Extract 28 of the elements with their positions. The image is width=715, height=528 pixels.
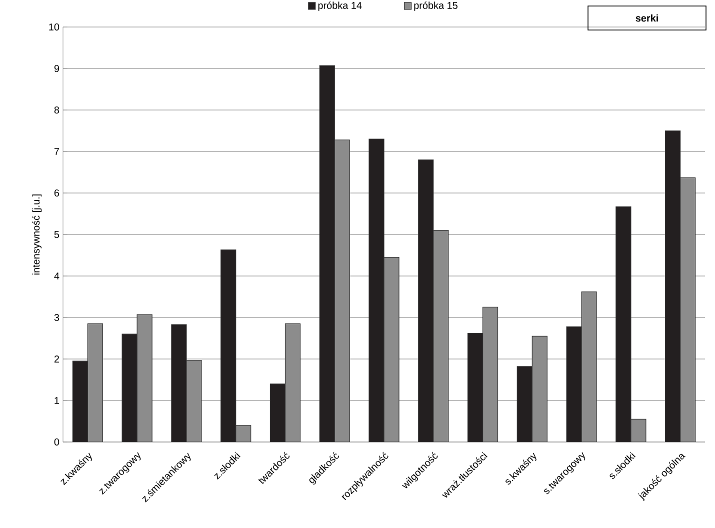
y-axis-title: intensywność [j.u.] <box>32 194 42 275</box>
bar <box>467 332 484 442</box>
y-tick-label: 5 <box>54 231 60 238</box>
bar <box>220 250 236 442</box>
chart-title: serki <box>636 14 658 22</box>
bar <box>616 206 632 442</box>
bar <box>566 326 582 442</box>
y-tick-label: 4 <box>54 272 60 280</box>
bar <box>270 384 286 442</box>
bar <box>418 159 434 442</box>
bar <box>72 360 88 442</box>
bar <box>122 334 138 442</box>
bar <box>665 130 681 442</box>
y-tick-label: 1 <box>54 397 59 404</box>
legend-label: próbka 15 <box>414 2 458 11</box>
y-tick-label: 9 <box>54 64 60 72</box>
legend-label: próbka 14 <box>318 2 362 11</box>
y-tick-label: 7 <box>54 148 59 155</box>
bar <box>368 138 384 442</box>
y-tick-label: 8 <box>54 106 60 114</box>
bar <box>319 65 335 442</box>
y-tick-label: 6 <box>54 189 60 197</box>
bar <box>516 366 532 442</box>
y-tick-label: 10 <box>49 23 60 31</box>
y-tick-label: 3 <box>54 314 60 322</box>
bar <box>171 324 187 442</box>
y-tick-label: 0 <box>54 438 60 446</box>
y-tick-label: 2 <box>54 356 59 362</box>
